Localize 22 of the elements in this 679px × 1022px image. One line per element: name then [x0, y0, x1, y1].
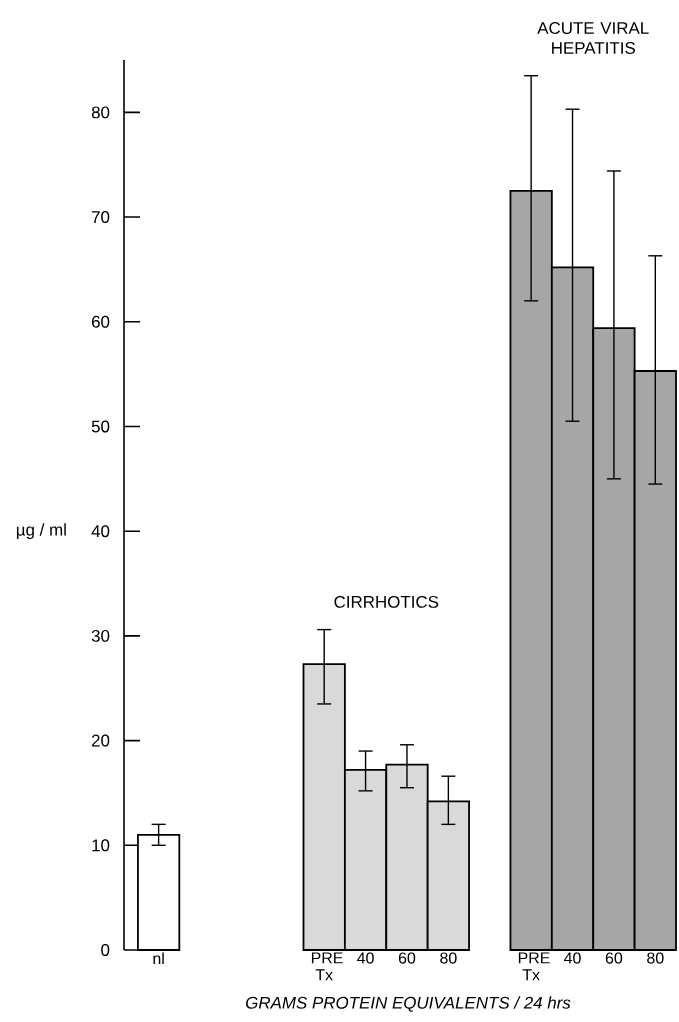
x-tick-label: 80: [440, 952, 457, 964]
x-tick-label: 40: [564, 952, 581, 964]
x-tick-label: 40: [357, 952, 374, 964]
y-tick-label: 80: [91, 106, 110, 119]
x-tick-label: PRE Tx: [311, 952, 343, 981]
annotation: CIRRHOTICS: [334, 595, 439, 608]
y-tick-label: 40: [91, 525, 110, 538]
x-tick-label: nl: [153, 952, 164, 964]
y-axis-title: µg / ml: [16, 523, 66, 540]
y-tick-label: 20: [91, 734, 110, 747]
y-tick-label: 50: [91, 420, 110, 433]
text: ACUTE VIRAL HEPATITIS: [537, 22, 649, 54]
x-tick-label: 60: [398, 952, 416, 964]
x-tick-label: PRE Tx: [518, 952, 550, 981]
y-tick-label: 70: [91, 211, 110, 224]
y-tick-label: 10: [92, 839, 110, 852]
y-tick-label: 0: [101, 944, 110, 956]
x-tick-label: 60: [605, 952, 623, 964]
y-tick-label: 60: [91, 315, 110, 328]
x-tick-label: 80: [647, 952, 664, 964]
y-tick-label: 30: [91, 629, 110, 642]
x-axis-title: GRAMS PROTEIN EQUIVALENTS / 24 hrs: [246, 996, 571, 1012]
